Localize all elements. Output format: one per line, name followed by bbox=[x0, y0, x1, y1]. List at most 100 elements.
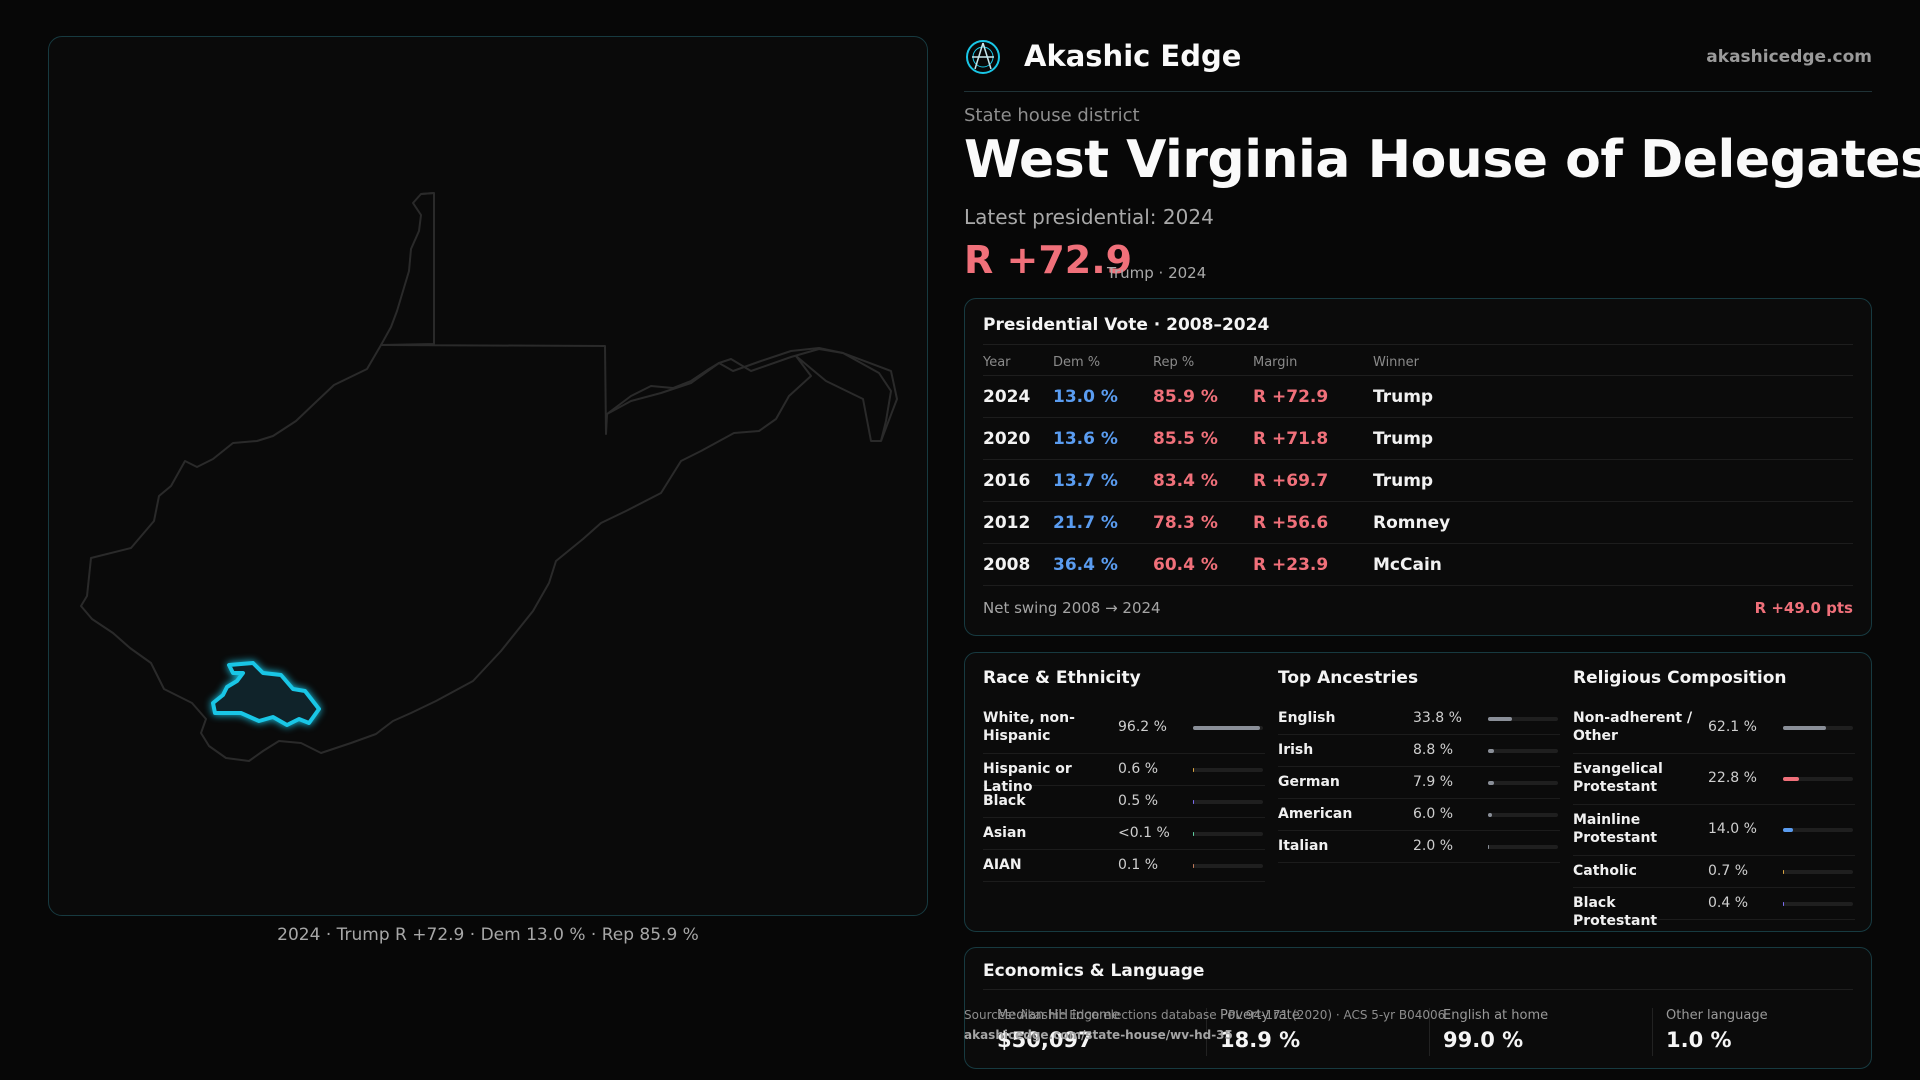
ancestry-rows: English 33.8 % Irish 8.8 % German 7.9 % Americ… bbox=[1278, 703, 1560, 863]
item-label: White, non-Hispanic bbox=[983, 710, 1075, 744]
item-value: 14.0 % bbox=[1708, 821, 1757, 837]
state-east-edge bbox=[606, 348, 892, 442]
state-map bbox=[80, 192, 898, 762]
share-bar-track bbox=[1193, 726, 1263, 730]
stat-other-language: Other language 1.0 % bbox=[1652, 1008, 1852, 1056]
vote-table-title: Presidential Vote · 2008–2024 bbox=[983, 315, 1270, 335]
state-panhandle bbox=[380, 192, 435, 346]
list-item: Mainline Protestant 14.0 % bbox=[1573, 805, 1855, 856]
site-link[interactable]: akashicedge.com bbox=[1706, 47, 1872, 67]
cell-winner: McCain bbox=[1373, 555, 1442, 575]
presidential-vote-card: Presidential Vote · 2008–2024 Year Dem %… bbox=[964, 298, 1872, 636]
canonical-link[interactable]: akashicedge.com/state-house/wv-hd-35 bbox=[964, 1028, 1233, 1042]
stat-value: 99.0 % bbox=[1443, 1028, 1524, 1052]
sources-footer: Sources: Akashic Edge elections database… bbox=[964, 1005, 1445, 1045]
latest-margin: R +72.9 bbox=[964, 238, 1133, 282]
cell-rep: 60.4 % bbox=[1153, 555, 1218, 575]
list-item: Non-adherent / Other 62.1 % bbox=[1573, 703, 1855, 754]
district-kind: State house district bbox=[964, 105, 1140, 126]
share-bar-fill bbox=[1783, 777, 1799, 781]
list-item: White, non-Hispanic 96.2 % bbox=[983, 703, 1265, 754]
item-label: Black Protestant bbox=[1573, 895, 1658, 929]
table-row: 2020 13.6 % 85.5 % R +71.8 Trump bbox=[983, 418, 1853, 460]
list-item: German 7.9 % bbox=[1278, 767, 1560, 799]
list-item: Evangelical Protestant 22.8 % bbox=[1573, 754, 1855, 805]
cell-winner: Romney bbox=[1373, 513, 1451, 533]
item-value: 8.8 % bbox=[1413, 742, 1454, 758]
item-value: 0.7 % bbox=[1708, 863, 1749, 879]
compass-logo-icon[interactable] bbox=[964, 38, 1002, 76]
list-item: Hispanic or Latino 0.6 % bbox=[983, 754, 1265, 795]
share-bar-track bbox=[1193, 800, 1263, 804]
cell-winner: Trump bbox=[1373, 387, 1434, 407]
share-bar-track bbox=[1488, 717, 1558, 721]
net-swing-label: Net swing 2008 → 2024 bbox=[983, 599, 1161, 617]
share-bar-track bbox=[1783, 777, 1853, 781]
latest-margin-detail: Trump · 2024 bbox=[1107, 264, 1207, 282]
religion-column: Religious Composition Non-adherent / Oth… bbox=[1573, 653, 1855, 933]
stat-value: 1.0 % bbox=[1666, 1028, 1732, 1052]
cell-rep: 85.9 % bbox=[1153, 387, 1218, 407]
table-row: 2024 13.0 % 85.9 % R +72.9 Trump bbox=[983, 376, 1853, 418]
cell-rep: 83.4 % bbox=[1153, 471, 1218, 491]
cell-dem: 13.0 % bbox=[1053, 387, 1118, 407]
share-bar-track bbox=[1488, 749, 1558, 753]
list-item: Black Protestant 0.4 % bbox=[1573, 888, 1855, 929]
col-winner: Winner bbox=[1373, 355, 1420, 370]
religion-rows: Non-adherent / Other 62.1 % Evangelical Pr… bbox=[1573, 703, 1855, 929]
share-bar-track bbox=[1193, 832, 1263, 836]
race-title: Race & Ethnicity bbox=[983, 668, 1141, 688]
item-label: Hispanic or Latino bbox=[983, 761, 1072, 795]
divider bbox=[1206, 1008, 1207, 1056]
map-caption: 2024 · Trump R +72.9 · Dem 13.0 % · Rep … bbox=[277, 925, 699, 945]
cell-rep: 85.5 % bbox=[1153, 429, 1218, 449]
share-bar-fill bbox=[1488, 717, 1512, 721]
list-item: Italian 2.0 % bbox=[1278, 831, 1560, 863]
list-item: AIAN 0.1 % bbox=[983, 850, 1265, 882]
share-bar-fill bbox=[1783, 902, 1785, 906]
item-label: Asian bbox=[983, 825, 1027, 841]
item-label: Italian bbox=[1278, 838, 1329, 854]
item-value: 62.1 % bbox=[1708, 719, 1757, 735]
item-label: Catholic bbox=[1573, 863, 1637, 879]
item-value: 6.0 % bbox=[1413, 806, 1454, 822]
cell-dem: 36.4 % bbox=[1053, 555, 1118, 575]
share-bar-track bbox=[1488, 781, 1558, 785]
list-item: Irish 8.8 % bbox=[1278, 735, 1560, 767]
item-label: Irish bbox=[1278, 742, 1314, 758]
share-bar-fill bbox=[1488, 813, 1493, 817]
stat-english-home: English at home 99.0 % bbox=[1429, 1008, 1629, 1056]
divider bbox=[1429, 1008, 1430, 1056]
latest-presidential-label: Latest presidential: 2024 bbox=[964, 205, 1214, 229]
cell-dem: 13.6 % bbox=[1053, 429, 1118, 449]
share-bar-fill bbox=[1193, 864, 1195, 868]
share-bar-fill bbox=[1783, 870, 1785, 874]
state-outline bbox=[80, 192, 898, 762]
item-label: English bbox=[1278, 710, 1336, 726]
share-bar-fill bbox=[1488, 749, 1495, 753]
district-map-panel[interactable] bbox=[48, 36, 928, 916]
item-value: 22.8 % bbox=[1708, 770, 1757, 786]
race-column: Race & Ethnicity White, non-Hispanic 96.2… bbox=[983, 653, 1265, 933]
divider bbox=[1652, 1008, 1653, 1056]
list-item: Black 0.5 % bbox=[983, 786, 1265, 818]
cell-dem: 13.7 % bbox=[1053, 471, 1118, 491]
share-bar-fill bbox=[1488, 781, 1494, 785]
list-item: Catholic 0.7 % bbox=[1573, 856, 1855, 888]
site-header: Akashic Edge akashicedge.com bbox=[964, 30, 1872, 92]
divider bbox=[983, 989, 1853, 990]
share-bar-track bbox=[1193, 864, 1263, 868]
brand-name[interactable]: Akashic Edge bbox=[1024, 39, 1242, 73]
share-bar-fill bbox=[1193, 800, 1195, 804]
item-value: 0.4 % bbox=[1708, 895, 1749, 911]
item-label: Evangelical Protestant bbox=[1573, 761, 1663, 795]
item-value: 0.1 % bbox=[1118, 857, 1159, 873]
item-label: American bbox=[1278, 806, 1353, 822]
cell-winner: Trump bbox=[1373, 471, 1434, 491]
net-swing: Net swing 2008 → 2024 R +49.0 pts bbox=[983, 599, 1853, 617]
item-value: 7.9 % bbox=[1413, 774, 1454, 790]
stat-poverty-rate: Poverty rate 18.9 % bbox=[1206, 1008, 1406, 1056]
economics-card: Economics & Language Median HH income $5… bbox=[964, 947, 1872, 1069]
share-bar-track bbox=[1488, 813, 1558, 817]
share-bar-track bbox=[1783, 870, 1853, 874]
